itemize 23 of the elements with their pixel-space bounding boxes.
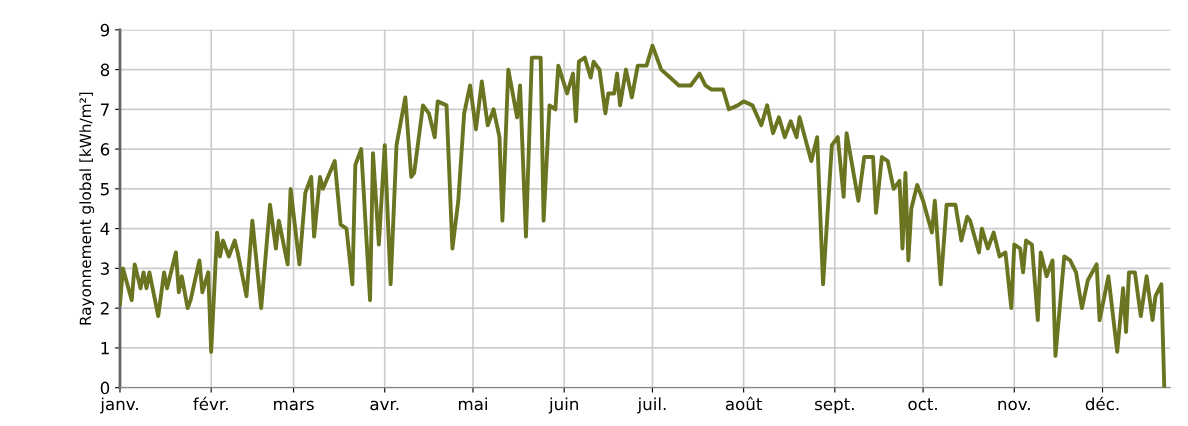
x-tick-label: janv. xyxy=(100,397,138,414)
y-axis-title: Rayonnement global [kWh/m²] xyxy=(79,92,95,325)
y-tick-label: 4 xyxy=(100,222,110,235)
x-tick-label: juin xyxy=(548,397,578,414)
y-tick-label: 1 xyxy=(101,342,109,355)
y-tick-label: 5 xyxy=(100,183,109,196)
y-tick-label: 2 xyxy=(100,302,109,315)
y-tick-label: 3 xyxy=(100,262,109,275)
y-tick-label: 8 xyxy=(100,63,110,77)
x-tick-label: oct. xyxy=(908,398,937,411)
x-tick-label: août xyxy=(725,396,762,411)
y-tick-label: 7 xyxy=(101,103,109,116)
x-tick-label: juil. xyxy=(637,397,666,414)
x-tick-label: sept. xyxy=(815,398,854,414)
y-tick-label: 6 xyxy=(100,143,110,156)
x-tick-label: déc. xyxy=(1085,396,1119,411)
y-tick-label: 9 xyxy=(100,23,110,37)
x-tick-label: nov. xyxy=(998,400,1030,411)
x-tick-label: mai xyxy=(458,397,487,411)
x-tick-label: avr. xyxy=(370,400,399,411)
x-tick-label: mars xyxy=(274,400,314,411)
y-tick-label: 0 xyxy=(100,381,110,395)
x-tick-label: févr. xyxy=(193,396,228,411)
